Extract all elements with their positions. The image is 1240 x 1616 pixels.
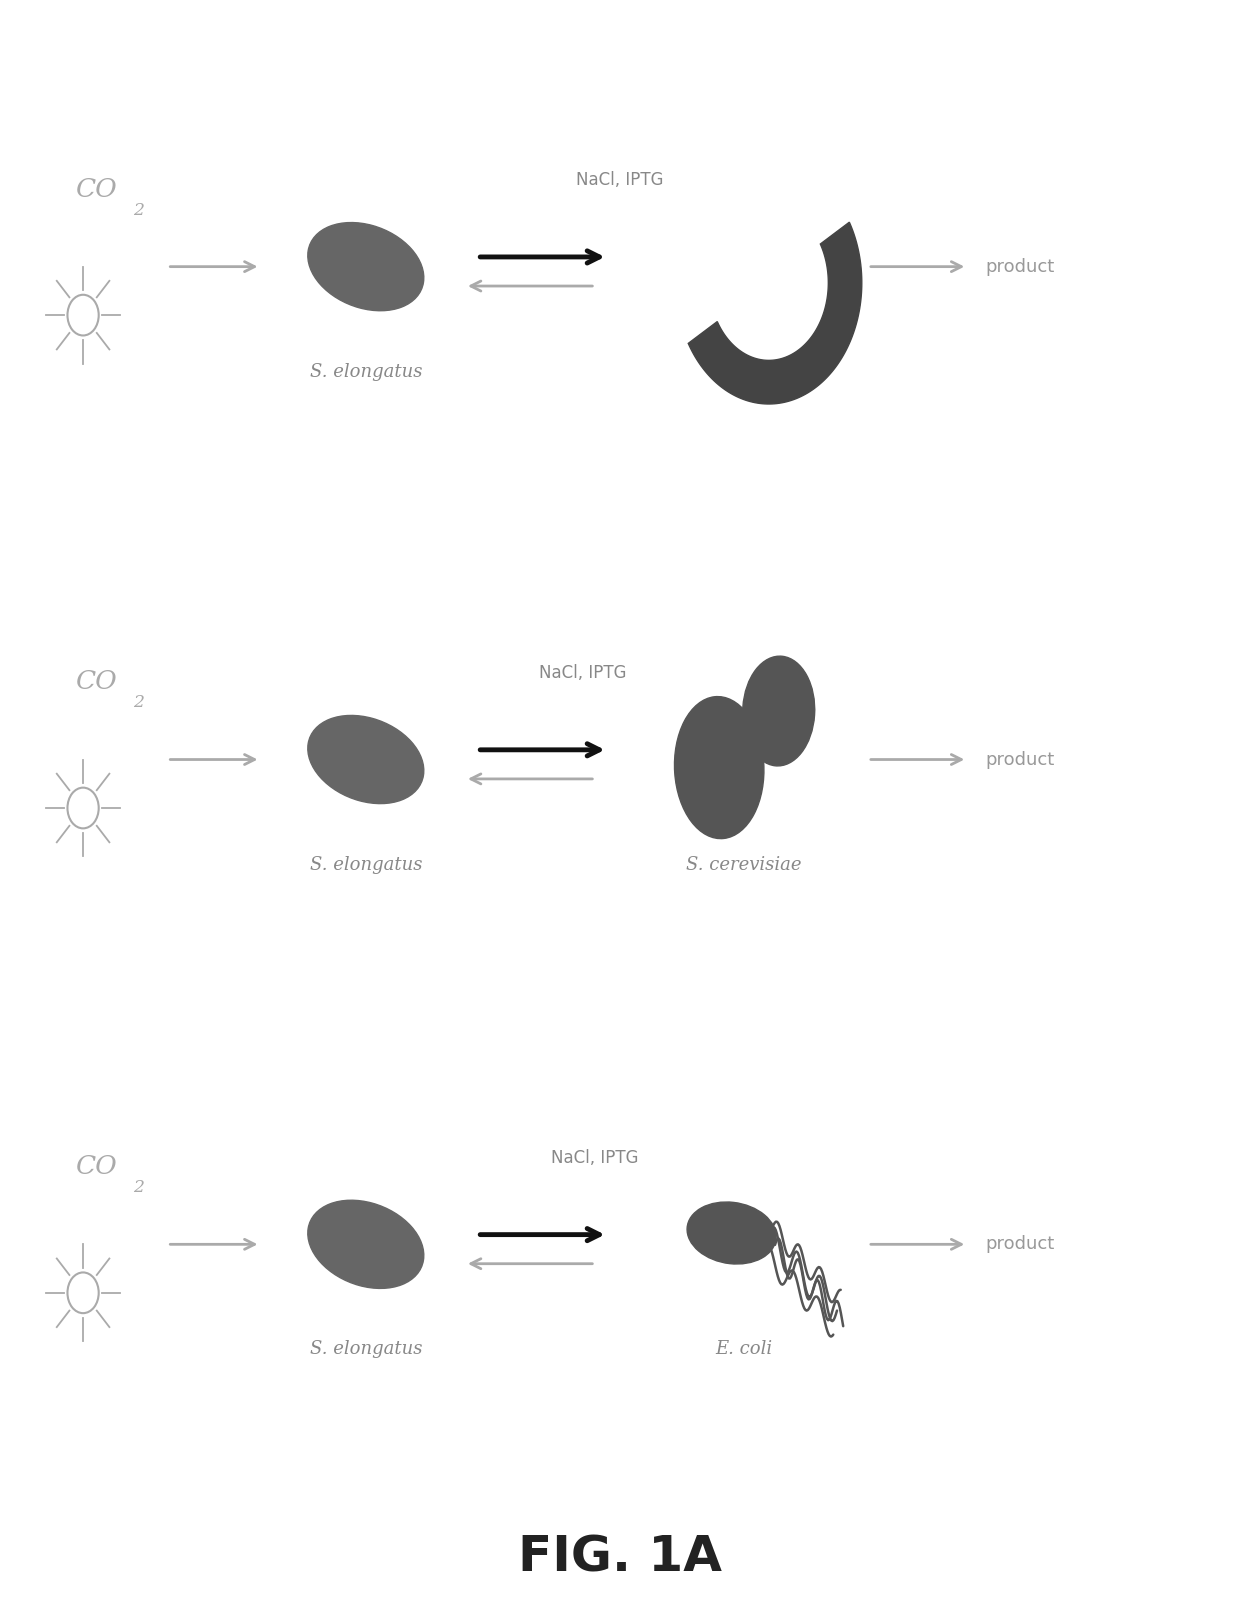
- Ellipse shape: [308, 223, 424, 310]
- Text: NaCl, IPTG: NaCl, IPTG: [539, 664, 626, 682]
- Text: 2: 2: [134, 1180, 144, 1196]
- Text: 2: 2: [134, 695, 144, 711]
- Text: product: product: [986, 257, 1055, 276]
- Ellipse shape: [743, 656, 815, 766]
- Polygon shape: [688, 223, 862, 404]
- Text: 2: 2: [134, 202, 144, 218]
- Text: product: product: [986, 750, 1055, 769]
- Text: S. cerevisiae: S. cerevisiae: [686, 855, 802, 874]
- Ellipse shape: [675, 696, 764, 839]
- Text: CO: CO: [76, 1154, 118, 1180]
- Text: E. coli: E. coli: [715, 1340, 773, 1359]
- Text: S. elongatus: S. elongatus: [310, 362, 422, 381]
- Ellipse shape: [308, 1201, 424, 1288]
- Text: NaCl, IPTG: NaCl, IPTG: [552, 1149, 639, 1167]
- Text: product: product: [986, 1235, 1055, 1254]
- Text: CO: CO: [76, 176, 118, 202]
- Ellipse shape: [687, 1202, 776, 1264]
- Text: S. elongatus: S. elongatus: [310, 855, 422, 874]
- Text: B. subtilis: B. subtilis: [735, 362, 827, 381]
- Text: S. elongatus: S. elongatus: [310, 1340, 422, 1359]
- Text: FIG. 1A: FIG. 1A: [518, 1534, 722, 1582]
- Text: CO: CO: [76, 669, 118, 695]
- Ellipse shape: [308, 716, 424, 803]
- Text: NaCl, IPTG: NaCl, IPTG: [577, 171, 663, 189]
